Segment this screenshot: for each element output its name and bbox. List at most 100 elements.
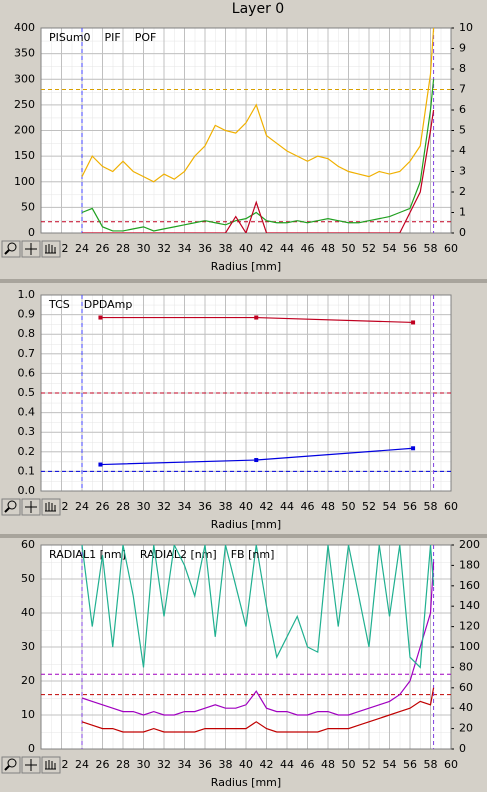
- x-tick-label: 36: [198, 758, 212, 771]
- pan-icon: [45, 502, 56, 512]
- y2-tick-label: 5: [459, 124, 466, 137]
- x-tick-label: 44: [280, 758, 294, 771]
- x-tick-label: 40: [239, 500, 253, 513]
- y-tick-label: 0.2: [18, 445, 36, 458]
- x-axis-label: Radius [mm]: [211, 776, 281, 789]
- y-tick-label: 0.7: [18, 347, 36, 360]
- y-tick-label: 60: [21, 538, 35, 551]
- x-tick-label: 50: [342, 758, 356, 771]
- y2-tick-label: 160: [459, 579, 480, 592]
- legend-label: DPDAmp: [84, 298, 133, 311]
- x-tick-label: 48: [321, 500, 335, 513]
- x-tick-label: 58: [424, 242, 438, 255]
- x-tick-label: 40: [239, 242, 253, 255]
- y-tick-label: 100: [14, 175, 35, 188]
- x-tick-label: 38: [219, 242, 233, 255]
- zoom-icon: [7, 242, 17, 252]
- x-tick-label: 56: [403, 758, 417, 771]
- y-tick-label: 0.6: [18, 366, 36, 379]
- y2-tick-label: 9: [459, 42, 466, 55]
- series-line: [81, 28, 435, 183]
- zoom-icon: [7, 500, 17, 510]
- y2-tick-label: 200: [459, 538, 480, 551]
- x-tick-label: 32: [157, 500, 171, 513]
- x-tick-label: 24: [75, 758, 89, 771]
- x-tick-label: 50: [342, 500, 356, 513]
- y-tick-label: 150: [14, 149, 35, 162]
- y-tick-label: 350: [14, 47, 35, 60]
- point-marker: [98, 315, 103, 320]
- y-tick-label: 20: [21, 674, 35, 687]
- y2-tick-label: 100: [459, 640, 480, 653]
- cross-icon: [25, 243, 37, 255]
- y-tick-label: 0.5: [18, 386, 36, 399]
- toolbar-button-pan: [41, 498, 61, 516]
- x-tick-label: 58: [424, 500, 438, 513]
- x-tick-label: 34: [178, 242, 192, 255]
- legend-label: TCS: [48, 298, 70, 311]
- x-tick-label: 54: [383, 758, 397, 771]
- x-tick-label: 32: [157, 758, 171, 771]
- series-line: [81, 561, 435, 716]
- y2-tick-label: 2: [459, 185, 466, 198]
- x-tick-label: 38: [219, 758, 233, 771]
- y2-tick-label: 7: [459, 83, 466, 96]
- x-tick-label: 26: [96, 242, 110, 255]
- y2-tick-label: 20: [459, 722, 473, 735]
- x-tick-label: 42: [260, 500, 274, 513]
- y-tick-label: 0.4: [18, 406, 36, 419]
- x-tick-label: 52: [362, 758, 376, 771]
- x-tick-label: 26: [96, 758, 110, 771]
- x-tick-label: 40: [239, 758, 253, 771]
- legend-label: PIF: [105, 31, 121, 44]
- x-tick-label: 50: [342, 242, 356, 255]
- y-tick-label: 0.9: [18, 308, 36, 321]
- panel-separator: [0, 534, 487, 538]
- x-tick-label: 60: [444, 242, 458, 255]
- y2-tick-label: 40: [459, 701, 473, 714]
- cross-icon: [25, 759, 37, 771]
- y2-tick-label: 0: [459, 226, 466, 239]
- x-tick-label: 42: [260, 242, 274, 255]
- y-tick-label: 0.3: [18, 425, 36, 438]
- legend-label: PISum0: [49, 31, 91, 44]
- y-tick-label: 0.8: [18, 327, 36, 340]
- legend-label: RADIAL2 [nm]: [140, 548, 217, 561]
- y-tick-label: 50: [21, 572, 35, 585]
- x-tick-label: 30: [137, 758, 151, 771]
- legend-label: RADIAL1 [nm]: [49, 548, 126, 561]
- x-tick-label: 36: [198, 242, 212, 255]
- y-tick-label: 400: [14, 21, 35, 34]
- y2-tick-label: 0: [459, 742, 466, 755]
- y-tick-label: 0.1: [18, 464, 36, 477]
- x-tick-label: 54: [383, 242, 397, 255]
- point-marker: [254, 315, 259, 320]
- x-tick-label: 38: [219, 500, 233, 513]
- y-tick-label: 250: [14, 98, 35, 111]
- chart-title: Layer 0: [232, 1, 284, 17]
- y2-tick-label: 3: [459, 165, 466, 178]
- x-tick-label: 28: [116, 242, 130, 255]
- x-tick-label: 36: [198, 500, 212, 513]
- x-tick-label: 60: [444, 500, 458, 513]
- x-tick-label: 44: [280, 500, 294, 513]
- x-tick-label: 34: [178, 500, 192, 513]
- pan-icon: [45, 244, 56, 254]
- zoom-icon: [4, 765, 10, 771]
- y2-tick-label: 4: [459, 144, 466, 157]
- point-marker: [98, 462, 103, 467]
- x-tick-label: 46: [301, 500, 315, 513]
- x-tick-label: 54: [383, 500, 397, 513]
- y2-tick-label: 6: [459, 103, 466, 116]
- y2-tick-label: 140: [459, 599, 480, 612]
- y-tick-label: 1.0: [18, 288, 36, 301]
- y-tick-label: 50: [21, 200, 35, 213]
- zoom-icon: [4, 507, 10, 513]
- y2-tick-label: 60: [459, 681, 473, 694]
- x-tick-label: 30: [137, 242, 151, 255]
- x-tick-label: 42: [260, 758, 274, 771]
- y-tick-label: 10: [21, 708, 35, 721]
- x-tick-label: 48: [321, 242, 335, 255]
- x-axis-label: Radius [mm]: [211, 260, 281, 273]
